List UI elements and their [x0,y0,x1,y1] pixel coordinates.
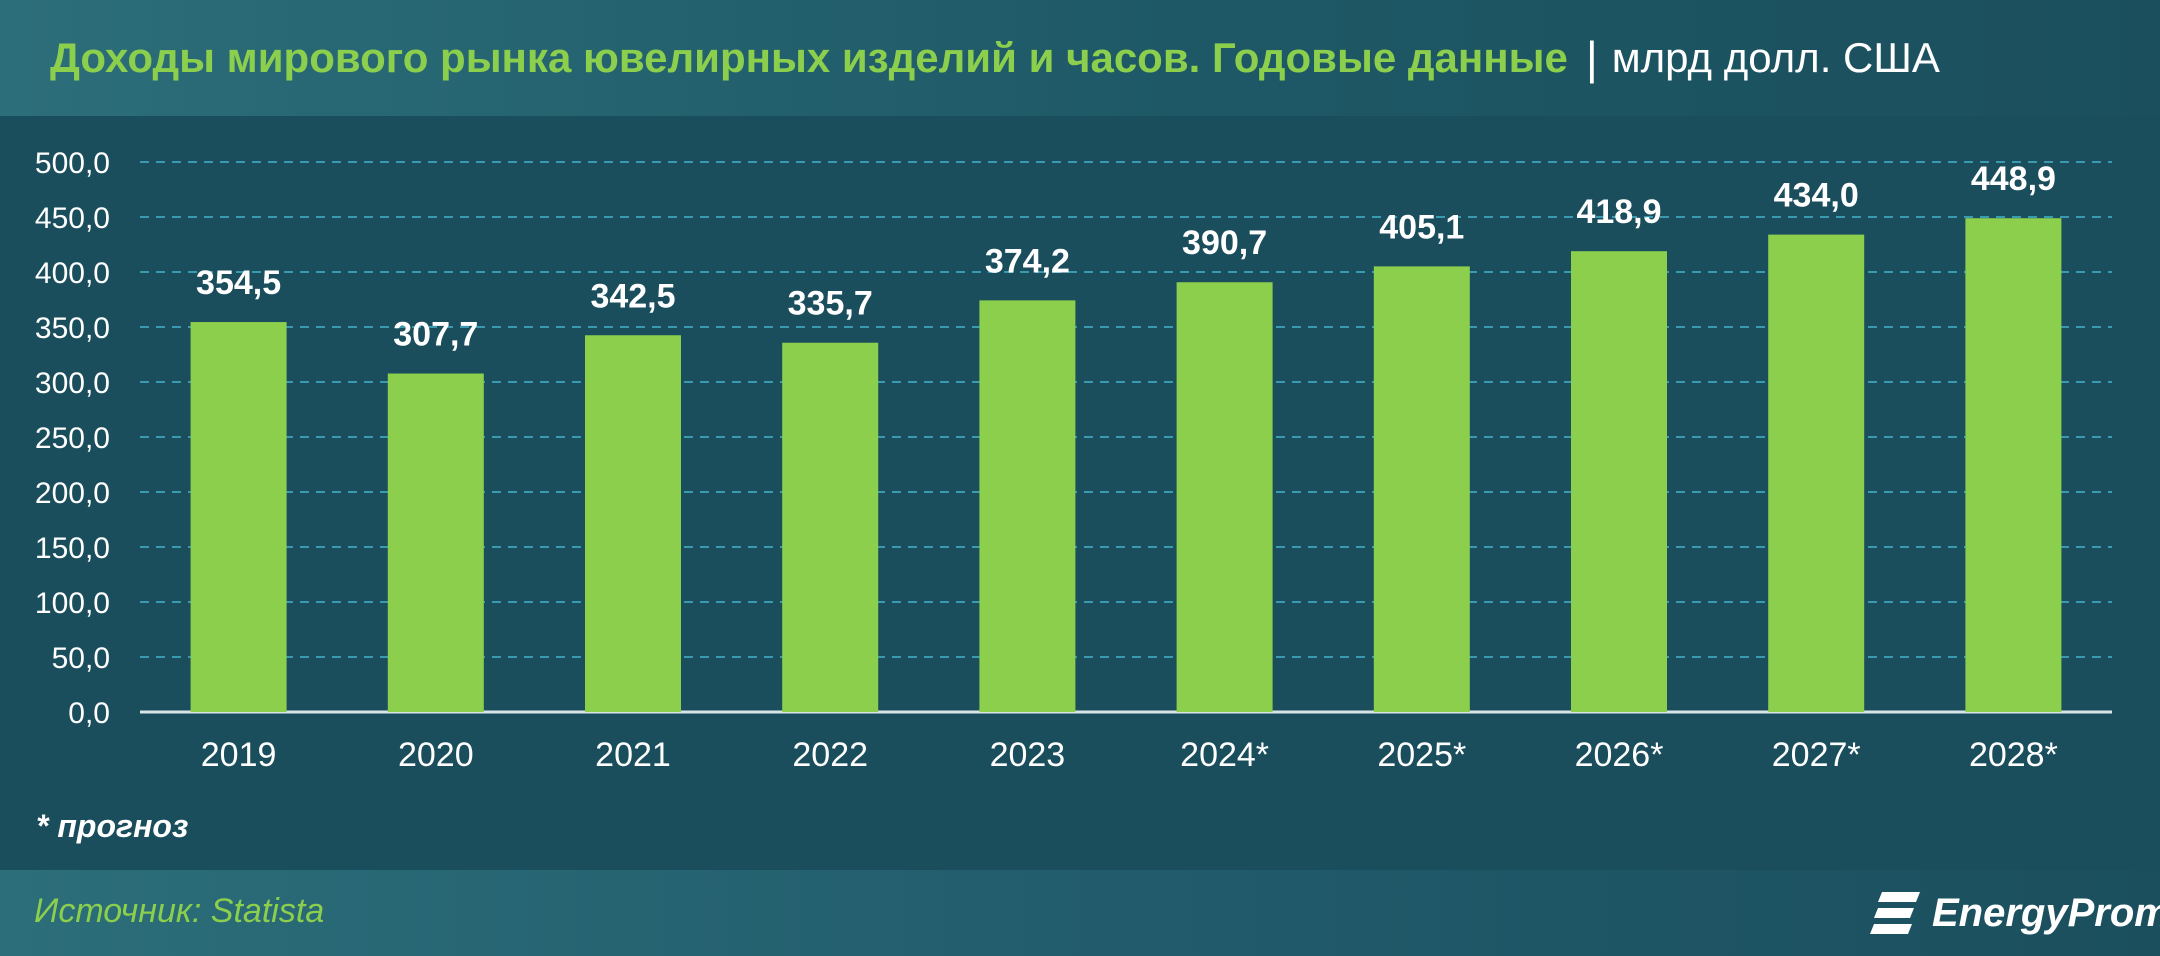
bar [191,322,287,712]
y-tick-label: 450,0 [35,202,110,235]
bar [585,335,681,712]
bar [388,374,484,712]
y-tick-label: 200,0 [35,477,110,510]
bar [1177,282,1273,712]
source-label: Источник: Statista [34,892,324,931]
data-label: 418,9 [1576,193,1661,231]
x-tick-label: 2021 [595,736,671,774]
data-label: 307,7 [393,316,478,354]
chart-area: 0,0 50,0 100,0 150,0 200,0 250,0 300,0 350,0 400… [0,116,2160,870]
bar-chart: 0,0 50,0 100,0 150,0 200,0 250,0 300,0 350,0 400… [0,116,2160,870]
bar [979,300,1075,712]
data-label: 342,5 [590,277,675,315]
x-tick-label: 2024* [1180,736,1269,774]
data-label: 374,2 [985,242,1070,280]
data-label: 434,0 [1774,177,1859,215]
data-label: 405,1 [1379,208,1464,246]
chart-header: Доходы мирового рынка ювелирных изделий … [0,0,2160,116]
x-tick-label: 2025* [1377,736,1466,774]
x-tick-label: 2028* [1969,736,2058,774]
y-tick-label: 100,0 [35,587,110,620]
chart-unit: млрд долл. США [1612,34,1940,82]
chart-footer: Источник: Statista EnergyProm [0,870,2160,956]
bar [1965,218,2061,712]
data-label: 354,5 [196,264,281,302]
y-tick-label: 400,0 [35,257,110,290]
y-tick-label: 0,0 [68,697,110,730]
bar [782,343,878,712]
y-tick-label: 50,0 [52,642,110,675]
logo-text: EnergyProm [1932,891,2160,936]
y-tick-label: 150,0 [35,532,110,565]
forecast-footnote: * прогноз [36,808,188,845]
y-tick-label: 500,0 [35,147,110,180]
bar [1571,251,1667,712]
y-tick-label: 300,0 [35,367,110,400]
x-tick-label: 2022 [792,736,868,774]
title-separator: | [1586,31,1598,85]
chart-title: Доходы мирового рынка ювелирных изделий … [50,34,1568,82]
x-tick-label: 2023 [990,736,1066,774]
y-tick-label: 250,0 [35,422,110,455]
data-label: 448,9 [1971,160,2056,198]
x-tick-label: 2020 [398,736,474,774]
x-tick-label: 2019 [201,736,277,774]
x-tick-label: 2026* [1575,736,1664,774]
x-tick-label: 2027* [1772,736,1861,774]
bar [1768,235,1864,712]
bar [1374,266,1470,712]
y-tick-label: 350,0 [35,312,110,345]
data-label: 390,7 [1182,224,1267,262]
data-label: 335,7 [788,285,873,323]
energyprom-logo-icon [1868,884,1926,942]
energyprom-logo: EnergyProm [1868,884,2160,942]
